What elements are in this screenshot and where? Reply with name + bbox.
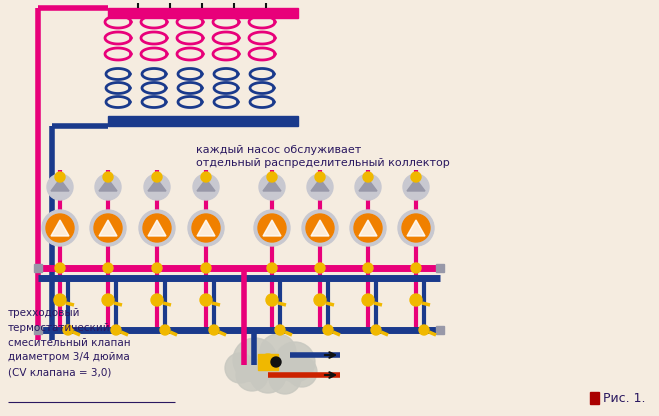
Circle shape	[410, 294, 422, 306]
Circle shape	[201, 263, 211, 273]
Circle shape	[315, 172, 325, 182]
Circle shape	[193, 174, 219, 200]
Circle shape	[398, 210, 434, 246]
Circle shape	[350, 210, 386, 246]
Circle shape	[42, 210, 78, 246]
Bar	[436, 264, 444, 272]
Polygon shape	[407, 179, 425, 191]
Polygon shape	[263, 220, 281, 236]
Circle shape	[209, 325, 219, 335]
Text: отдельный распределительный коллектор: отдельный распределительный коллектор	[196, 158, 449, 168]
Circle shape	[151, 294, 163, 306]
Polygon shape	[51, 179, 69, 191]
Circle shape	[362, 294, 374, 306]
Circle shape	[363, 172, 373, 182]
Polygon shape	[99, 179, 117, 191]
Circle shape	[266, 294, 278, 306]
Circle shape	[192, 214, 220, 242]
Circle shape	[47, 174, 73, 200]
Circle shape	[143, 214, 171, 242]
Circle shape	[323, 325, 333, 335]
Circle shape	[258, 214, 286, 242]
Circle shape	[152, 263, 162, 273]
Polygon shape	[99, 220, 117, 236]
Circle shape	[200, 294, 212, 306]
Circle shape	[254, 210, 290, 246]
Circle shape	[95, 174, 121, 200]
Circle shape	[55, 263, 65, 273]
Circle shape	[267, 172, 277, 182]
Circle shape	[354, 214, 382, 242]
Text: каждый насос обслуживает: каждый насос обслуживает	[196, 145, 361, 155]
Polygon shape	[197, 220, 215, 236]
Text: трехходовый
термостатический
смесительный клапан
диаметром 3/4 дюйма
(CV клапана: трехходовый термостатический смесительны…	[8, 308, 130, 377]
Circle shape	[267, 263, 277, 273]
Circle shape	[63, 325, 73, 335]
Circle shape	[411, 172, 421, 182]
Circle shape	[54, 294, 66, 306]
Polygon shape	[148, 220, 166, 236]
Circle shape	[111, 325, 121, 335]
Circle shape	[363, 263, 373, 273]
Circle shape	[306, 214, 334, 242]
Bar	[590, 392, 599, 404]
Polygon shape	[197, 179, 215, 191]
Circle shape	[90, 210, 126, 246]
Circle shape	[302, 210, 338, 246]
Bar	[108, 8, 298, 18]
Circle shape	[259, 174, 285, 200]
Circle shape	[188, 210, 224, 246]
Circle shape	[271, 357, 281, 367]
Circle shape	[139, 210, 175, 246]
Circle shape	[152, 172, 162, 182]
Circle shape	[102, 294, 114, 306]
Polygon shape	[263, 179, 281, 191]
Text: Рис. 1.: Рис. 1.	[603, 391, 646, 404]
Polygon shape	[407, 220, 425, 236]
Circle shape	[233, 338, 277, 382]
Circle shape	[315, 263, 325, 273]
Circle shape	[260, 354, 276, 370]
Circle shape	[201, 172, 211, 182]
Circle shape	[355, 174, 381, 200]
Circle shape	[160, 325, 170, 335]
Circle shape	[103, 172, 113, 182]
Circle shape	[287, 357, 317, 387]
Polygon shape	[359, 220, 377, 236]
Circle shape	[269, 362, 301, 394]
Circle shape	[225, 353, 255, 383]
Circle shape	[275, 325, 285, 335]
Circle shape	[144, 174, 170, 200]
Circle shape	[236, 359, 268, 391]
Bar	[108, 116, 298, 126]
Bar	[436, 326, 444, 334]
Bar	[258, 354, 278, 370]
Polygon shape	[311, 220, 329, 236]
Circle shape	[419, 325, 429, 335]
Bar	[34, 264, 42, 272]
Polygon shape	[51, 220, 69, 236]
Circle shape	[402, 214, 430, 242]
Bar	[34, 326, 42, 334]
Polygon shape	[148, 179, 166, 191]
Circle shape	[307, 174, 333, 200]
Circle shape	[403, 174, 429, 200]
Polygon shape	[311, 179, 329, 191]
Circle shape	[55, 172, 65, 182]
Circle shape	[250, 357, 286, 393]
Polygon shape	[359, 179, 377, 191]
Circle shape	[275, 342, 315, 382]
Circle shape	[94, 214, 122, 242]
Circle shape	[103, 263, 113, 273]
Circle shape	[46, 214, 74, 242]
Circle shape	[371, 325, 381, 335]
Circle shape	[411, 263, 421, 273]
Circle shape	[260, 334, 296, 370]
Circle shape	[314, 294, 326, 306]
